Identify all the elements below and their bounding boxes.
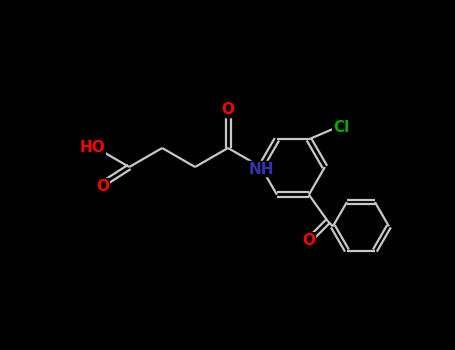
- Text: HO: HO: [80, 140, 105, 155]
- Text: O: O: [303, 233, 315, 248]
- Text: O: O: [96, 178, 109, 194]
- Text: NH: NH: [248, 161, 273, 176]
- Text: O: O: [222, 103, 234, 118]
- Text: Cl: Cl: [333, 120, 349, 135]
